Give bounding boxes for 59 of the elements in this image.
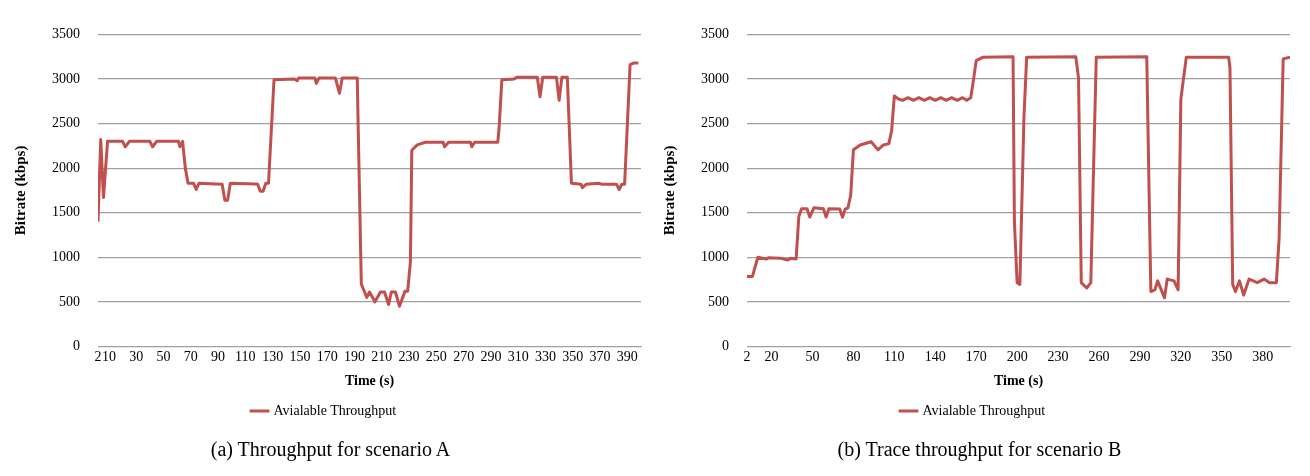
y-axis-title: Bitrate (kbps) (11, 145, 29, 236)
y-tick-label: 1500 (701, 204, 729, 220)
y-tick-label: 1500 (52, 204, 80, 220)
x-tick-label: 70 (183, 349, 198, 365)
x-tick-label: 270 (453, 349, 475, 365)
x-tick-label: 2 (743, 349, 751, 365)
x-tick-label: 370 (589, 349, 611, 365)
x-tick-label: 230 (398, 349, 420, 365)
x-tick-label: 150 (289, 349, 311, 365)
y-tick-label: 3500 (701, 26, 729, 42)
x-tick-label: 190 (343, 349, 365, 365)
y-tick-label: 2500 (701, 115, 729, 131)
x-axis-title: Time (s) (344, 373, 395, 390)
x-tick-label: 50 (156, 349, 171, 365)
x-tick-label: 90 (211, 349, 226, 365)
x-tick-label: 170 (316, 349, 338, 365)
y-tick-label: 0 (722, 338, 729, 354)
x-tick-label: 350 (562, 349, 584, 365)
y-tick-label: 2000 (701, 159, 729, 175)
y-tick-label: 2000 (52, 159, 80, 175)
y-tick-label: 0 (73, 338, 80, 354)
x-tick-label: 2 (94, 349, 102, 365)
x-tick-label: 130 (262, 349, 284, 365)
x-tick-label: 140 (924, 349, 946, 365)
x-axis-title: Time (s) (993, 373, 1044, 390)
x-tick-label: 50 (805, 349, 820, 365)
x-tick-label: 110 (235, 349, 256, 365)
x-tick-label: 250 (425, 349, 447, 365)
x-tick-label: 390 (616, 349, 638, 365)
legend-label: Avialable Throughput (273, 402, 397, 418)
x-tick-label: 310 (507, 349, 529, 365)
x-tick-label: 30 (129, 349, 144, 365)
y-tick-label: 3500 (52, 26, 80, 42)
x-tick-label: 170 (965, 349, 987, 365)
x-tick-label: 260 (1088, 349, 1110, 365)
text: (b) Trace throughput for scenario B (837, 438, 1122, 461)
y-tick-label: 3000 (52, 70, 80, 86)
x-tick-label: 210 (371, 349, 393, 365)
x-tick-label: 20 (764, 349, 779, 365)
y-axis-title: Bitrate (kbps) (660, 145, 678, 236)
legend-label: Avialable Throughput (922, 402, 1046, 418)
y-tick-label: 1000 (52, 248, 80, 264)
x-tick-label: 110 (884, 349, 905, 365)
y-tick-label: 1000 (701, 248, 729, 264)
x-tick-label: 380 (1252, 349, 1274, 365)
y-tick-label: 500 (59, 293, 80, 309)
x-tick-label: 10 (101, 349, 116, 365)
x-tick-label: 350 (1211, 349, 1233, 365)
x-tick-label: 200 (1006, 349, 1028, 365)
x-tick-label: 230 (1047, 349, 1069, 365)
text: (a) Throughput for scenario A (210, 438, 451, 461)
x-tick-label: 320 (1170, 349, 1192, 365)
x-tick-label: 330 (535, 349, 556, 365)
x-tick-label: 80 (846, 349, 861, 365)
y-tick-label: 500 (708, 293, 729, 309)
y-tick-label: 3000 (701, 70, 729, 86)
x-tick-label: 290 (480, 349, 502, 365)
x-tick-label: 290 (1129, 349, 1151, 365)
y-tick-label: 2500 (52, 115, 80, 131)
